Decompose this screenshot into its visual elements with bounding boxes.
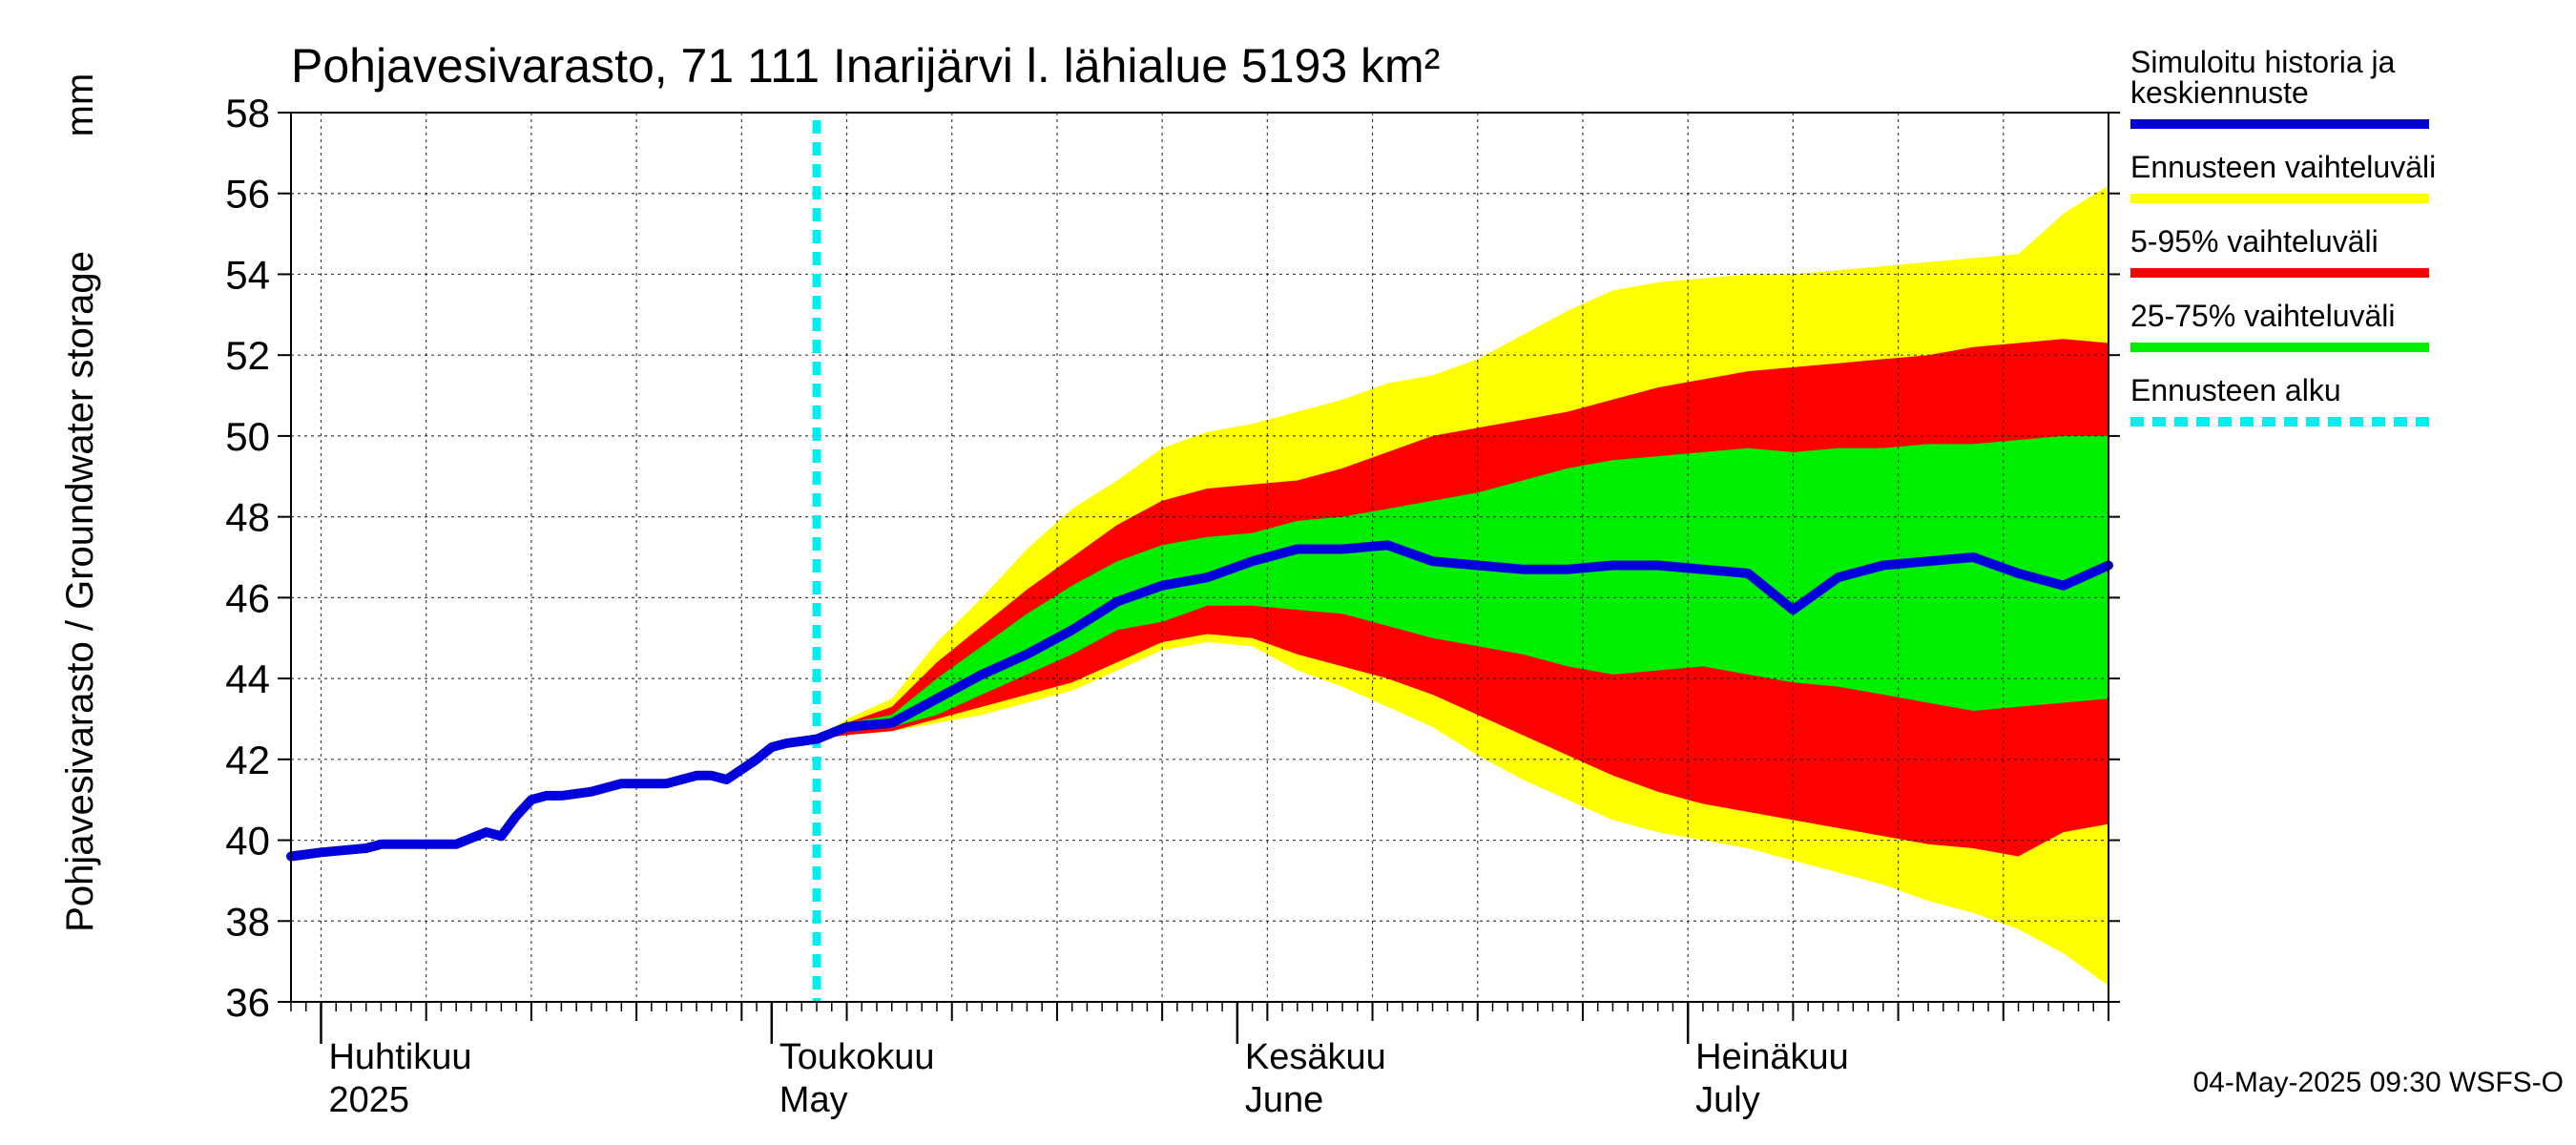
x-month-sublabel: May <box>779 1080 848 1120</box>
legend-label: Simuloitu historia ja <box>2130 45 2396 79</box>
plot-frame <box>290 112 2109 1003</box>
legend-item: 5-95% vaihteluväli <box>2130 224 2429 278</box>
legend-label: Ennusteen alku <box>2130 373 2341 407</box>
y-tick-label: 40 <box>225 819 270 864</box>
chart-title: Pohjavesivarasto, 71 111 Inarijärvi l. l… <box>291 39 1440 93</box>
band-25-75 <box>817 435 2109 739</box>
y-tick-label: 48 <box>225 495 270 540</box>
grid <box>291 112 2109 1003</box>
x-month-label: Toukokuu <box>779 1037 935 1077</box>
series-median <box>286 540 2113 862</box>
legend-label: 25-75% vaihteluväli <box>2130 299 2396 333</box>
x-month-sublabel: 2025 <box>328 1080 409 1120</box>
y-tick-label: 44 <box>225 656 270 701</box>
y-tick-label: 56 <box>225 172 270 217</box>
x-month-sublabel: June <box>1245 1080 1323 1120</box>
x-month-label: Kesäkuu <box>1245 1037 1386 1077</box>
y-tick-label: 54 <box>225 252 270 297</box>
y-tick-label: 52 <box>225 333 270 378</box>
legend-item: Ennusteen vaihteluväli <box>2130 150 2436 203</box>
legend-label: keskiennuste <box>2130 75 2309 110</box>
legend-label: 5-95% vaihteluväli <box>2130 224 2379 259</box>
x-month-label: Heinäkuu <box>1695 1037 1849 1077</box>
y-tick-label: 36 <box>225 980 270 1025</box>
y-tick-label: 38 <box>225 899 270 944</box>
x-month-label: Huhtikuu <box>328 1037 471 1077</box>
y-tick-label: 46 <box>225 575 270 620</box>
y-tick-label: 42 <box>225 738 270 782</box>
timestamp: 04-May-2025 09:30 WSFS-O <box>2193 1067 2565 1098</box>
y-tick-label: 58 <box>225 91 270 135</box>
y-axis-label: Pohjavesivarasto / Groundwater storage <box>59 251 101 932</box>
x-month-sublabel: July <box>1695 1080 1760 1120</box>
y-tick-label: 50 <box>225 414 270 459</box>
legend-label: Ennusteen vaihteluväli <box>2130 150 2436 184</box>
legend-item: Ennusteen alku <box>2130 373 2429 427</box>
legend-item: 25-75% vaihteluväli <box>2130 299 2429 352</box>
plot-area <box>286 112 2113 1003</box>
y-axis-unit: mm <box>59 73 101 137</box>
